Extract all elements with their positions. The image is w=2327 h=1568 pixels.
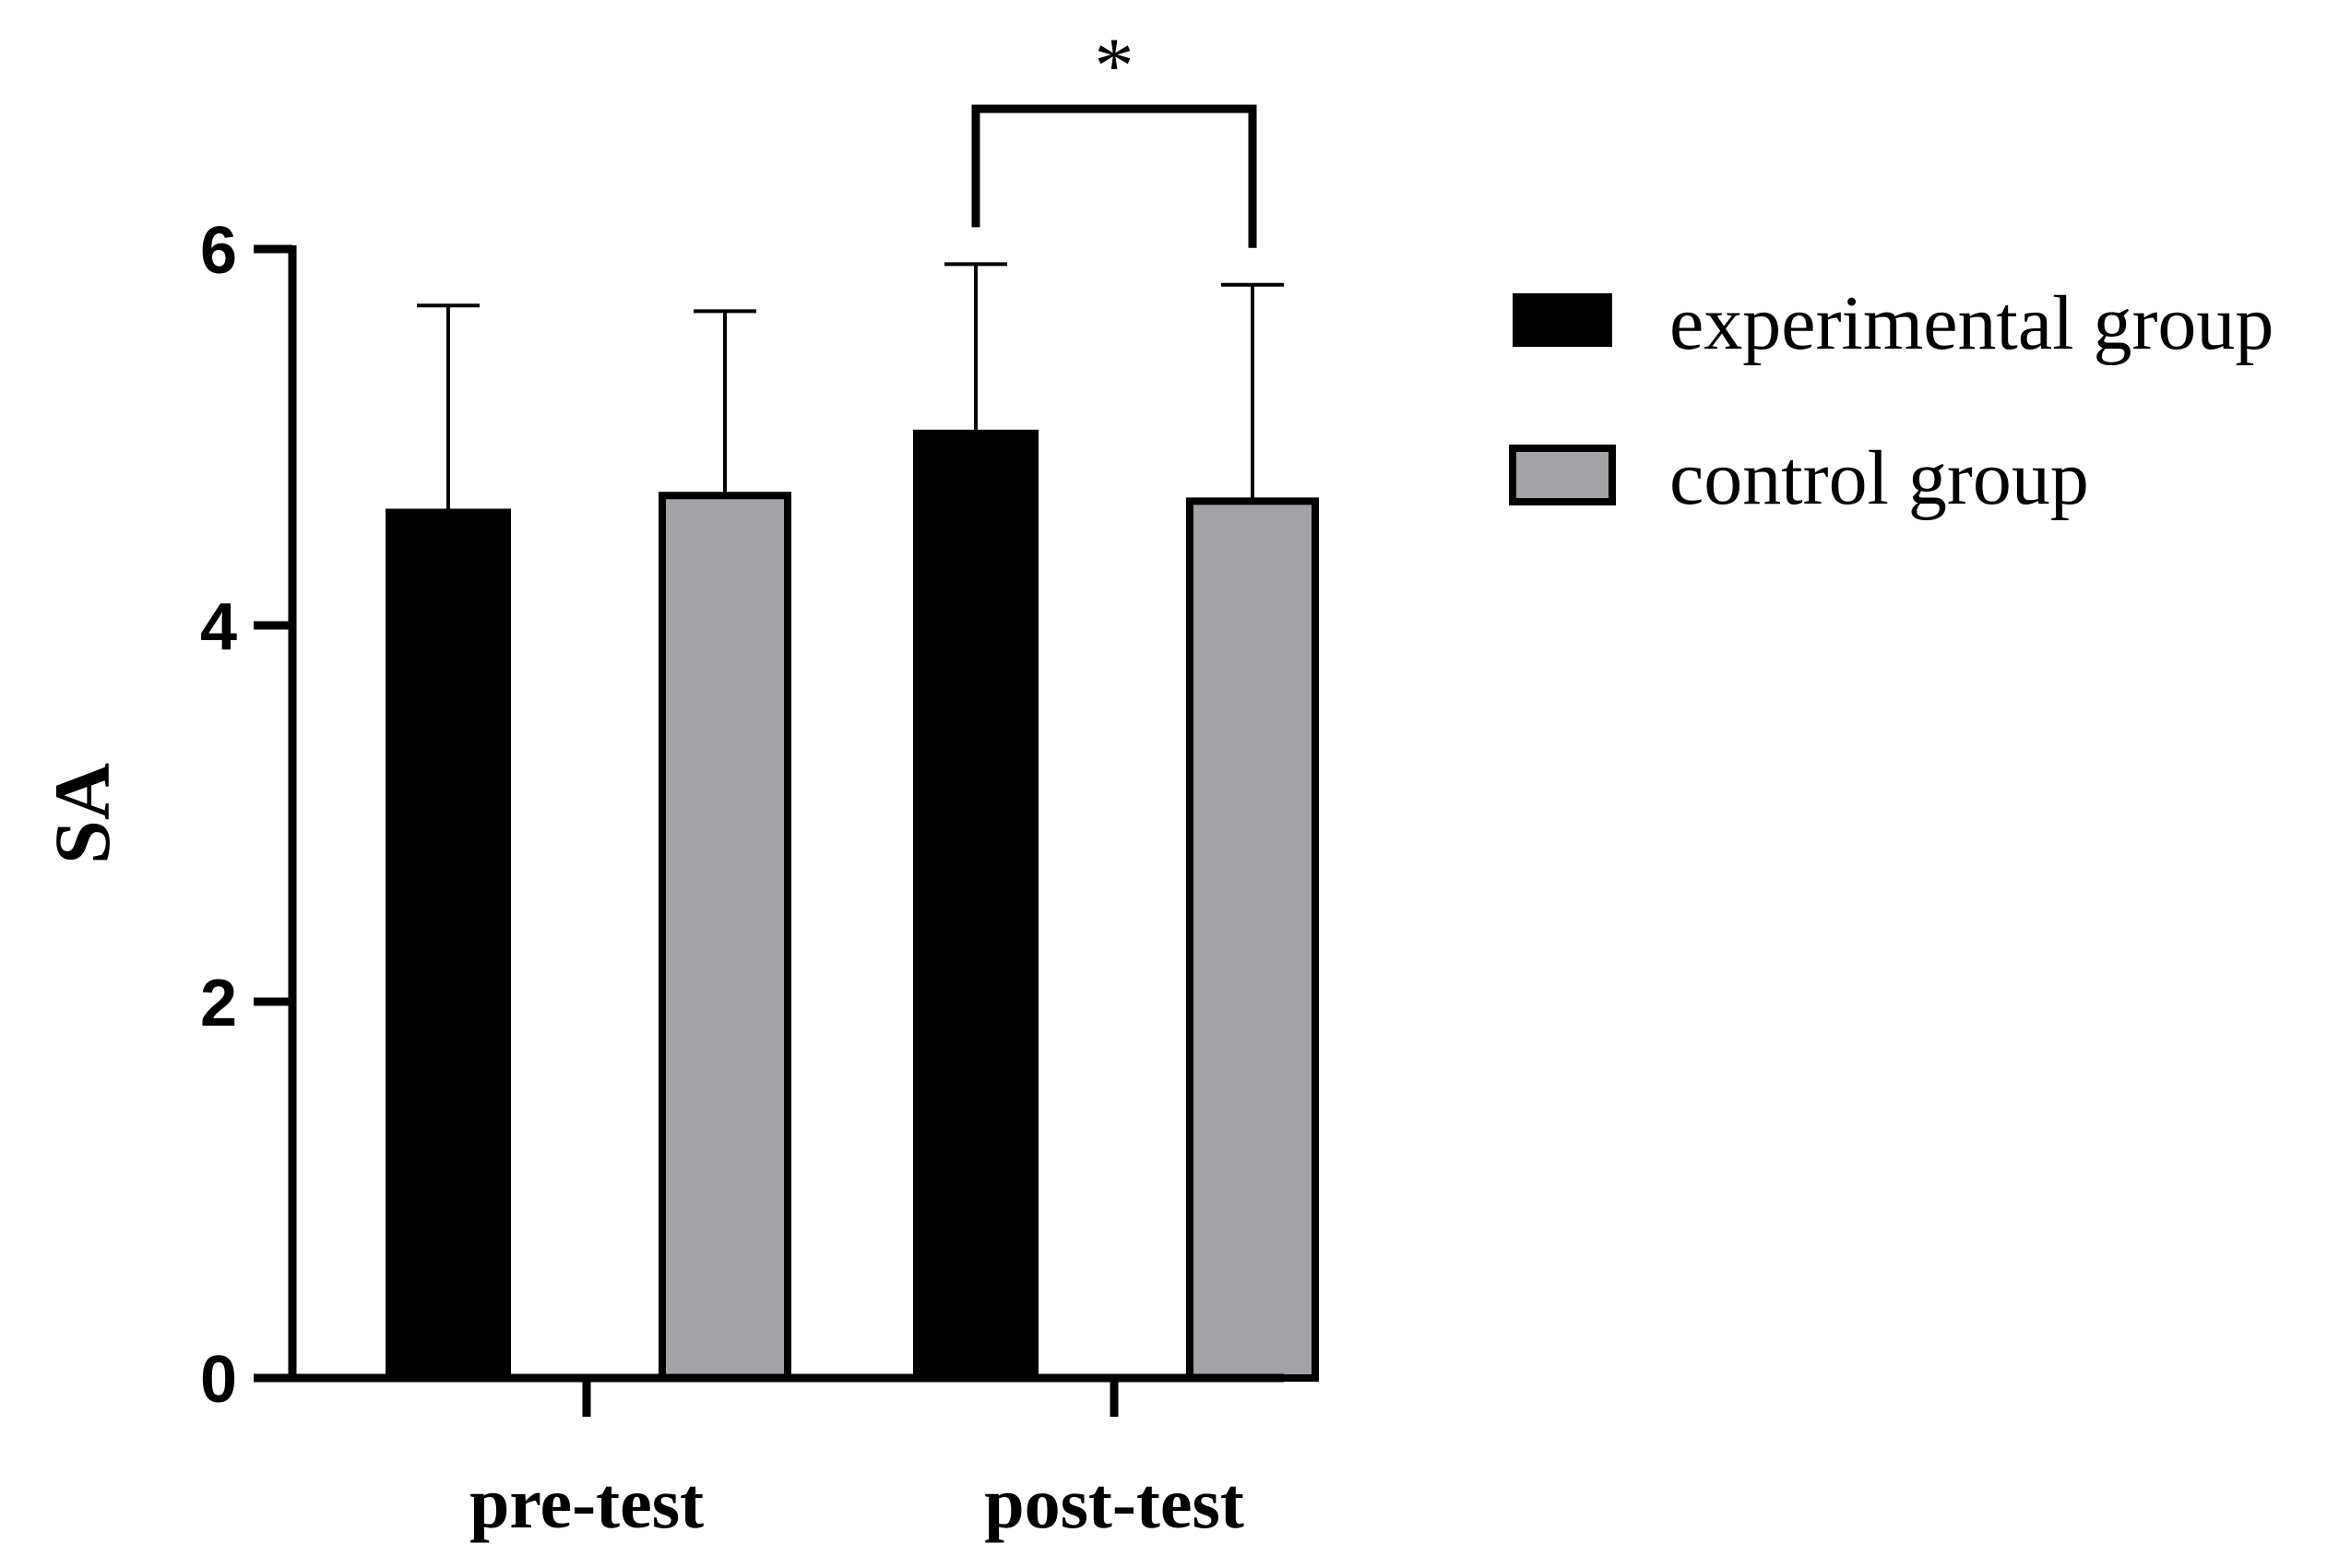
legend-label-control: control group bbox=[1669, 435, 2089, 521]
significance-layer: * bbox=[971, 21, 1257, 248]
y-tick-label: 2 bbox=[200, 967, 237, 1040]
legend-swatch-control bbox=[1509, 445, 1616, 505]
y-axis-label: SA bbox=[38, 763, 126, 864]
legend: experimental group control group bbox=[1509, 280, 2274, 521]
legend-label-experimental: experimental group bbox=[1669, 280, 2274, 366]
y-ticks-layer: 0 2 4 6 bbox=[200, 214, 292, 1417]
x-tick-label: post-test bbox=[984, 1463, 1244, 1543]
significance-star: * bbox=[1095, 21, 1134, 110]
bar-control-pre-test bbox=[659, 492, 791, 1382]
error-bars-layer bbox=[417, 262, 1284, 509]
bars-layer bbox=[386, 429, 1319, 1382]
bar-experimental-pre-test bbox=[386, 508, 511, 1378]
bar-experimental-post-test bbox=[913, 429, 1039, 1379]
x-ticks-layer: pre-test post-test bbox=[469, 1378, 1244, 1543]
x-tick-label: pre-test bbox=[469, 1463, 704, 1543]
bar-control-post-test bbox=[1186, 497, 1319, 1382]
y-tick-label: 4 bbox=[200, 590, 237, 664]
y-tick-label: 0 bbox=[200, 1343, 237, 1417]
legend-swatch-experimental bbox=[1513, 293, 1612, 347]
y-tick-label: 6 bbox=[200, 214, 237, 288]
significance-bracket bbox=[971, 104, 1257, 248]
